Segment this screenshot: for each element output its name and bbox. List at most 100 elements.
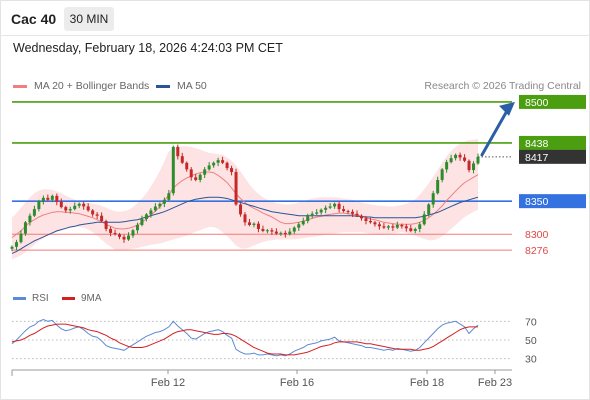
candle-body	[310, 213, 314, 216]
candle-body	[225, 162, 229, 169]
timeframe-button[interactable]: 30 MIN	[64, 7, 114, 31]
candle-body	[68, 209, 72, 211]
candle-body	[328, 206, 332, 208]
candle-body	[100, 215, 104, 221]
candle-body	[104, 221, 108, 229]
research-credit: Research © 2026 Trading Central	[424, 80, 581, 92]
candle-body	[391, 226, 395, 228]
candle-body	[256, 223, 260, 229]
candle-body	[28, 215, 32, 223]
candle-body	[351, 211, 355, 214]
candle-body	[109, 228, 113, 233]
level-label-8276: 8276	[525, 245, 549, 257]
candle-body	[386, 226, 390, 228]
candle-body	[14, 242, 18, 247]
candle-body	[135, 224, 139, 231]
candle-body	[409, 228, 413, 231]
ma20-line	[11, 171, 479, 238]
candle-body	[274, 231, 278, 234]
x-tick-label: Feb 12	[151, 377, 185, 389]
legend-rsi-label: RSI	[32, 293, 49, 304]
candle-body	[422, 214, 426, 225]
candle-body	[55, 195, 59, 202]
target-arrow-head	[499, 101, 515, 116]
candle-body	[476, 156, 480, 164]
symbol-title: Cac 40	[11, 11, 57, 27]
candle-body	[427, 204, 431, 215]
candle-body	[171, 146, 175, 194]
candle-body	[118, 234, 122, 237]
bollinger-band-fill	[12, 139, 478, 260]
level-label-8417: 8417	[525, 152, 549, 164]
candle-body	[41, 197, 45, 202]
candle-body	[212, 162, 216, 166]
candle-body	[230, 168, 234, 173]
candle-body	[73, 205, 77, 210]
candle-body	[221, 160, 225, 163]
candle-body	[176, 146, 180, 157]
candle-body	[113, 232, 117, 235]
target-arrow-shaft	[480, 109, 509, 157]
legend-9ma-label: 9MA	[81, 293, 102, 304]
level-label-8500: 8500	[525, 97, 549, 109]
candle-body	[265, 230, 269, 232]
candle-body	[23, 222, 27, 234]
candle-body	[413, 228, 417, 231]
legend-rsi: RSI	[13, 293, 49, 304]
ma50-line	[11, 196, 479, 254]
legend-ma50-label: MA 50	[177, 80, 207, 92]
level-label-8300: 8300	[525, 229, 549, 241]
candle-body	[463, 157, 467, 161]
candle-body	[131, 230, 135, 236]
candle-body	[77, 203, 81, 206]
candle-body	[440, 169, 444, 180]
level-badge-8417	[519, 149, 586, 164]
x-tick-label: Feb 18	[410, 377, 444, 389]
candle-body	[32, 209, 36, 216]
candle-body	[270, 230, 274, 232]
candle-body	[315, 212, 319, 214]
rsi-series-rsi	[11, 318, 479, 357]
candle-body	[194, 177, 198, 180]
candle-body	[346, 211, 350, 213]
candle-body	[95, 214, 99, 216]
candle-body	[449, 158, 453, 163]
candle-body	[377, 224, 381, 227]
candle-body	[144, 214, 148, 220]
candle-body	[198, 174, 202, 180]
candle-body	[355, 213, 359, 216]
level-label-8438: 8438	[525, 138, 549, 150]
datetime-label: Wednesday, February 18, 2026 4:24:03 PM …	[13, 41, 283, 55]
ma20-swatch	[13, 84, 27, 88]
candle-body	[292, 227, 296, 232]
rsi-swatch	[13, 296, 26, 300]
candle-body	[234, 172, 238, 205]
candle-body	[10, 246, 14, 249]
header-divider	[0, 35, 590, 36]
candle-body	[301, 221, 305, 225]
rsi-tick-label: 70	[525, 316, 537, 328]
candle-body	[283, 232, 287, 235]
legend-ma20: MA 20 + Bollinger Bands	[13, 80, 149, 92]
candle-body	[149, 210, 153, 215]
legend-ma50: MA 50	[156, 80, 207, 92]
candles-group	[10, 144, 480, 252]
candle-body	[91, 210, 95, 215]
candle-body	[247, 222, 251, 225]
candle-body	[46, 197, 50, 200]
candle-body	[82, 203, 86, 207]
candle-body	[261, 228, 265, 231]
candle-body	[59, 201, 63, 208]
candle-body	[288, 231, 292, 235]
rsi-tick-label: 30	[525, 354, 537, 366]
candle-body	[252, 223, 256, 225]
candle-body	[373, 222, 377, 225]
candle-body	[153, 206, 157, 211]
candle-body	[395, 224, 399, 228]
candle-body	[445, 162, 449, 170]
candle-body	[333, 203, 337, 207]
candle-body	[337, 203, 341, 210]
candle-body	[467, 160, 471, 171]
candle-body	[122, 236, 126, 240]
